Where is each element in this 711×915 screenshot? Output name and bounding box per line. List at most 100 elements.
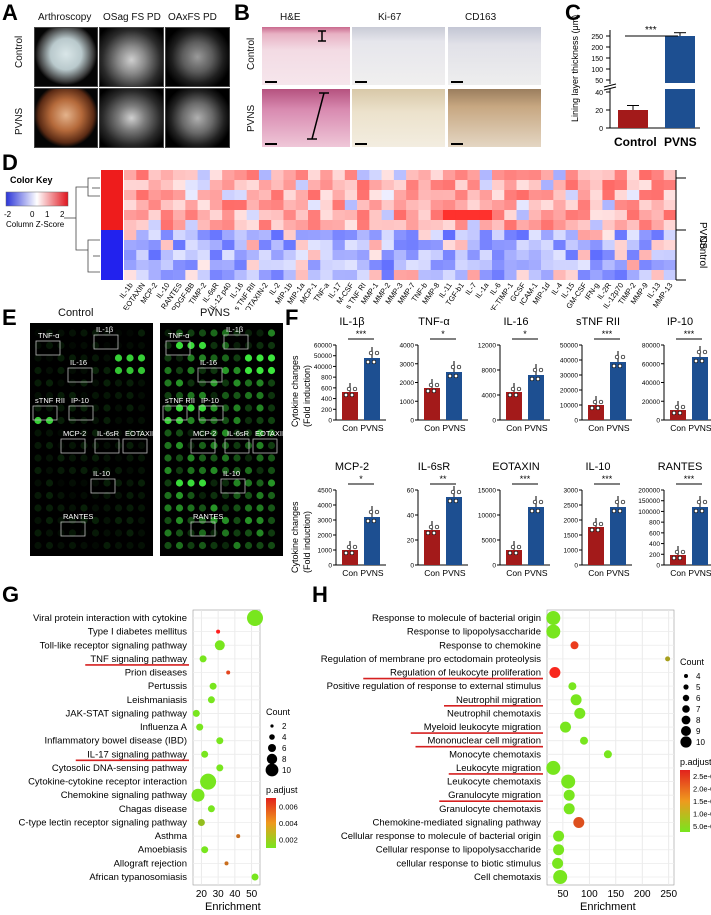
array-dot (267, 379, 276, 387)
f-ticklabel-9-3: 600 (649, 530, 660, 537)
heat-cell-6-5 (197, 220, 211, 230)
f-chart-3: sTNF RII 0 10000 20000 30000 40000 50000 *** Con… (560, 316, 632, 433)
f-ticklabel-0-7: 60000 (314, 343, 332, 350)
h-term-17: Cellular response to lipopolysaccharide (376, 845, 541, 856)
heat-cell-39-8 (602, 250, 615, 260)
c-ytick-low-label-0: 0 (599, 126, 603, 133)
h-point-12 (561, 774, 576, 789)
array-dot (57, 404, 65, 412)
array-dot (137, 529, 146, 537)
heat-cell-1-3 (136, 200, 149, 210)
heat-cell-44-3 (663, 200, 677, 210)
array-dot (267, 416, 276, 425)
oax-pvns-image (165, 88, 230, 148)
heat-cell-10-4 (246, 210, 260, 220)
heat-cell-5-1 (185, 180, 198, 190)
array-dot (114, 479, 123, 487)
g-term-5: Pertussis (148, 681, 187, 692)
heat-cell-15-9 (308, 260, 321, 270)
array-dot (34, 479, 42, 487)
h-xtick-4: 250 (660, 889, 677, 900)
heat-cell-7-0 (209, 170, 223, 180)
array-dot (103, 366, 111, 375)
g-count-dot-0 (270, 724, 274, 728)
heat-cell-31-8 (504, 250, 517, 260)
heat-cell-14-5 (295, 220, 309, 230)
array-dot (256, 354, 264, 362)
f-xcat-pvns-1: PVNS (442, 423, 465, 433)
heat-cell-27-9 (455, 260, 468, 270)
heat-cell-22-5 (393, 220, 407, 230)
g-point-13 (191, 788, 205, 802)
heat-cell-39-10 (602, 270, 615, 280)
heat-cell-44-5 (663, 220, 677, 230)
array-dot (244, 379, 253, 387)
heat-cell-8-5 (222, 220, 235, 230)
heat-cell-38-6 (590, 230, 603, 240)
f-dot-con-1-0 (425, 388, 431, 394)
f-xcat-con-4: Con (670, 423, 686, 433)
h-points (546, 611, 671, 884)
heat-cell-13-5 (283, 220, 297, 230)
array-dot (45, 379, 54, 387)
c-ytick-high-label-2: 150 (591, 56, 603, 63)
array-dot (68, 454, 77, 462)
array-dot (57, 416, 65, 425)
f-dot-con-4-0 (671, 410, 677, 416)
heat-cell-13-9 (283, 260, 297, 270)
heat-cell-30-9 (492, 260, 505, 270)
array-dot (256, 441, 264, 450)
heat-cell-19-10 (357, 270, 370, 280)
g-point-9 (216, 737, 224, 745)
array-box-1-4 (198, 405, 224, 421)
f-ticklabel-5-0: 0 (328, 563, 332, 570)
heat-cell-17-4 (332, 210, 346, 220)
array-dot (34, 529, 42, 537)
f-dot-con-2-2 (513, 392, 519, 398)
g-term-8: Influenza A (140, 722, 188, 733)
heat-cell-32-9 (516, 260, 530, 270)
array-dot (244, 416, 253, 425)
heat-cell-2-3 (148, 200, 162, 210)
heat-cell-8-8 (222, 250, 235, 260)
array-dot (45, 416, 54, 425)
f-dot-pvns-0-1 (368, 350, 374, 356)
array-title-pvns: PVNS (200, 307, 230, 319)
heat-cell-6-8 (197, 250, 211, 260)
heat-cell-23-8 (406, 250, 419, 260)
heat-cell-2-10 (148, 270, 162, 280)
heat-cell-27-7 (455, 240, 468, 250)
heat-cell-14-8 (295, 250, 309, 260)
array-dot (187, 491, 195, 500)
array-dot (198, 354, 207, 362)
g-point-15 (197, 819, 205, 826)
heat-cell-14-6 (295, 230, 309, 240)
heat-cell-20-6 (369, 230, 382, 240)
array-dot (164, 491, 172, 500)
array-dot (114, 366, 123, 375)
heat-cell-16-0 (320, 170, 333, 180)
f-dot-pvns-9-0 (693, 508, 699, 514)
heat-cell-8-9 (222, 260, 235, 270)
heat-cell-16-6 (320, 230, 333, 240)
array-dot (137, 416, 146, 425)
array-dot (114, 466, 123, 475)
heat-cell-40-10 (614, 270, 628, 280)
f-dot-pvns-2-2 (535, 376, 541, 382)
array-dot (91, 416, 100, 425)
array-dot (244, 404, 253, 412)
heat-cell-22-9 (393, 260, 407, 270)
panel-label-f: F (285, 305, 299, 330)
heat-cell-6-9 (197, 260, 211, 270)
array-dot (57, 354, 65, 362)
heat-cell-30-2 (492, 190, 505, 200)
heat-cell-36-6 (565, 230, 579, 240)
h-count-label-6: 10 (696, 738, 705, 747)
f-dot-con-3-0 (589, 405, 595, 411)
heat-cell-26-2 (442, 190, 456, 200)
g-gridlines (193, 610, 260, 885)
g-point-4 (226, 670, 231, 675)
array-dot (57, 541, 65, 550)
c-break-2 (603, 86, 617, 91)
heat-cell-31-5 (504, 220, 517, 230)
